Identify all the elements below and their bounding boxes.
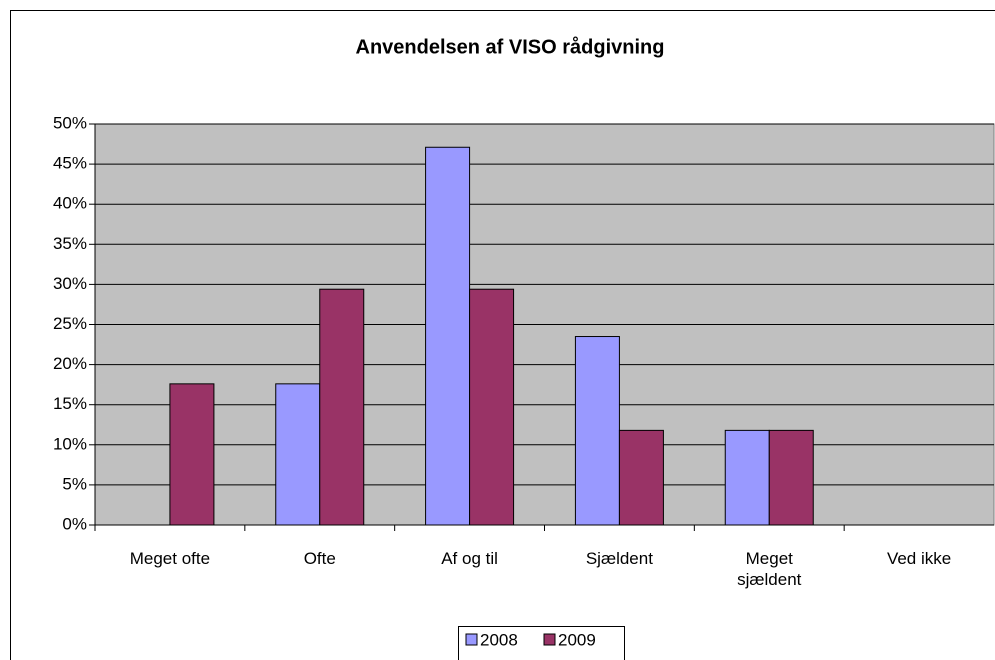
bar [574,336,620,526]
y-tick-label: 5% [62,474,87,493]
y-tick-label: 0% [62,514,87,533]
legend-label: 2009 [558,630,596,649]
bar [618,429,664,526]
x-tick-label: Ved ikke [886,549,952,568]
bar [768,429,814,526]
y-tick-label: 30% [53,274,87,293]
legend-box [458,626,625,660]
bar [169,383,215,526]
y-tick-label: 10% [53,434,87,453]
chart-title: Anvendelsen af VISO rådgivning [356,35,665,58]
y-tick-label: 40% [53,194,87,213]
y-tick-label: 25% [53,314,87,333]
x-tick-label: Sjældent [585,549,653,568]
y-tick-label: 15% [53,394,87,413]
y-tick-label: 50% [53,113,87,132]
legend-swatch [543,633,556,646]
x-tick-label: Meget ofte [129,549,211,568]
y-tick-label: 35% [53,234,87,253]
bar [319,288,365,526]
y-tick-label: 45% [53,154,87,173]
bar [425,146,471,526]
y-tick-label: 20% [53,354,87,373]
bar [724,429,770,526]
legend-swatch [465,633,478,646]
bar [275,383,321,526]
x-tick-label: Meget sjældent [737,549,802,589]
bar [469,288,515,526]
x-tick-label: Ofte [303,549,336,568]
legend-label: 2008 [480,630,518,649]
x-tick-label: Af og til [441,549,498,568]
